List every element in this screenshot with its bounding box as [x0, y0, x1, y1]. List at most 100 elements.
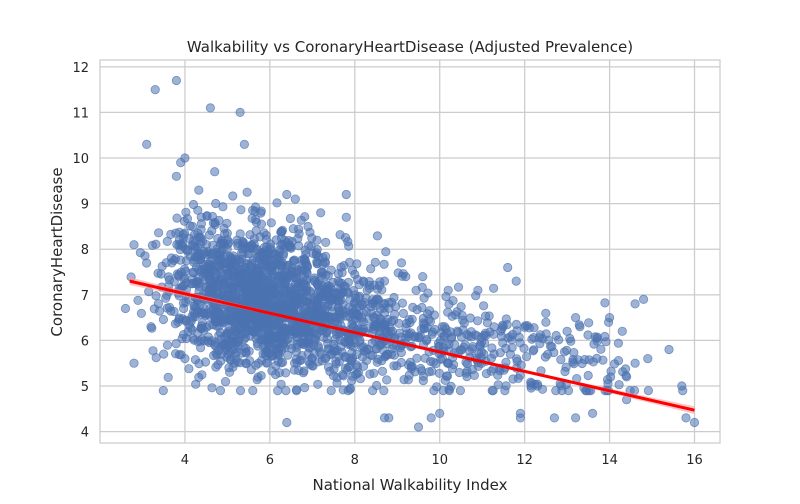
data-point — [357, 317, 367, 327]
data-point — [276, 379, 286, 389]
data-point — [480, 328, 490, 338]
data-point — [248, 385, 258, 396]
data-point — [184, 364, 194, 374]
data-point — [604, 312, 615, 323]
data-point — [212, 281, 222, 292]
data-point — [454, 367, 464, 378]
data-point — [171, 338, 181, 349]
data-point — [284, 292, 294, 303]
data-point — [129, 358, 139, 368]
data-point — [189, 268, 199, 278]
data-point — [387, 326, 398, 336]
data-point — [528, 346, 538, 356]
data-point — [588, 357, 599, 367]
data-point — [299, 279, 309, 289]
data-point — [487, 385, 497, 396]
data-point — [444, 299, 454, 309]
data-point — [677, 381, 687, 391]
data-point — [193, 205, 203, 215]
data-point — [251, 226, 261, 236]
data-point — [479, 349, 489, 359]
data-point — [293, 302, 303, 312]
data-point — [331, 359, 341, 369]
data-point — [556, 354, 566, 365]
data-point — [664, 344, 674, 355]
data-point — [205, 260, 215, 271]
data-point — [470, 330, 480, 340]
data-point — [292, 358, 302, 368]
data-point — [268, 260, 278, 270]
data-point — [316, 349, 326, 359]
regression-line — [129, 279, 695, 412]
data-point — [256, 370, 266, 381]
data-point — [596, 344, 606, 354]
data-point — [229, 344, 239, 354]
data-point — [249, 239, 259, 249]
data-point — [303, 221, 313, 232]
data-point — [439, 322, 450, 332]
data-point — [362, 285, 372, 295]
data-point — [300, 212, 310, 222]
data-point — [481, 368, 491, 379]
data-point — [419, 293, 429, 303]
data-point — [446, 381, 456, 391]
data-point — [467, 364, 477, 375]
data-point — [176, 267, 186, 277]
data-point — [135, 248, 145, 258]
data-point — [182, 246, 193, 256]
data-point — [541, 317, 551, 327]
data-point — [569, 358, 579, 369]
data-point — [158, 314, 168, 325]
data-point — [515, 408, 526, 418]
data-point — [280, 305, 291, 315]
data-point — [557, 385, 567, 396]
data-point — [262, 358, 273, 368]
data-point — [243, 282, 253, 292]
plot-frame — [99, 59, 721, 444]
data-point — [268, 277, 278, 287]
data-point — [181, 297, 191, 307]
data-point — [299, 382, 310, 393]
data-point — [251, 214, 261, 225]
data-point — [323, 344, 333, 354]
data-point — [162, 340, 173, 350]
data-point — [193, 228, 203, 238]
data-point — [281, 385, 291, 396]
data-point — [291, 385, 302, 396]
data-point — [228, 191, 238, 201]
data-point — [561, 362, 571, 372]
data-point — [211, 341, 221, 351]
data-point — [290, 194, 300, 204]
data-point — [281, 323, 292, 333]
data-point — [258, 297, 269, 307]
data-point — [276, 272, 286, 282]
data-point — [317, 311, 328, 321]
data-point — [381, 247, 391, 257]
data-point — [310, 277, 320, 287]
data-point — [540, 352, 551, 362]
data-point — [187, 311, 197, 321]
data-point — [339, 260, 349, 271]
data-point — [262, 242, 272, 252]
data-point — [489, 322, 499, 332]
data-point — [341, 307, 351, 317]
data-point — [410, 331, 420, 341]
data-point — [151, 291, 161, 301]
data-point — [312, 293, 322, 303]
data-point — [156, 269, 166, 279]
data-point — [194, 358, 204, 369]
data-point — [524, 323, 534, 333]
data-point — [270, 369, 281, 380]
data-point — [630, 358, 640, 368]
y-tick-label: 5 — [81, 380, 89, 395]
data-point — [303, 348, 313, 359]
data-point — [216, 274, 226, 284]
data-point — [583, 370, 593, 381]
data-point — [403, 375, 413, 385]
data-point — [462, 329, 472, 340]
data-point — [614, 380, 624, 390]
data-point — [171, 75, 181, 86]
data-point — [584, 318, 594, 328]
data-point — [283, 350, 293, 360]
data-point — [291, 274, 301, 284]
